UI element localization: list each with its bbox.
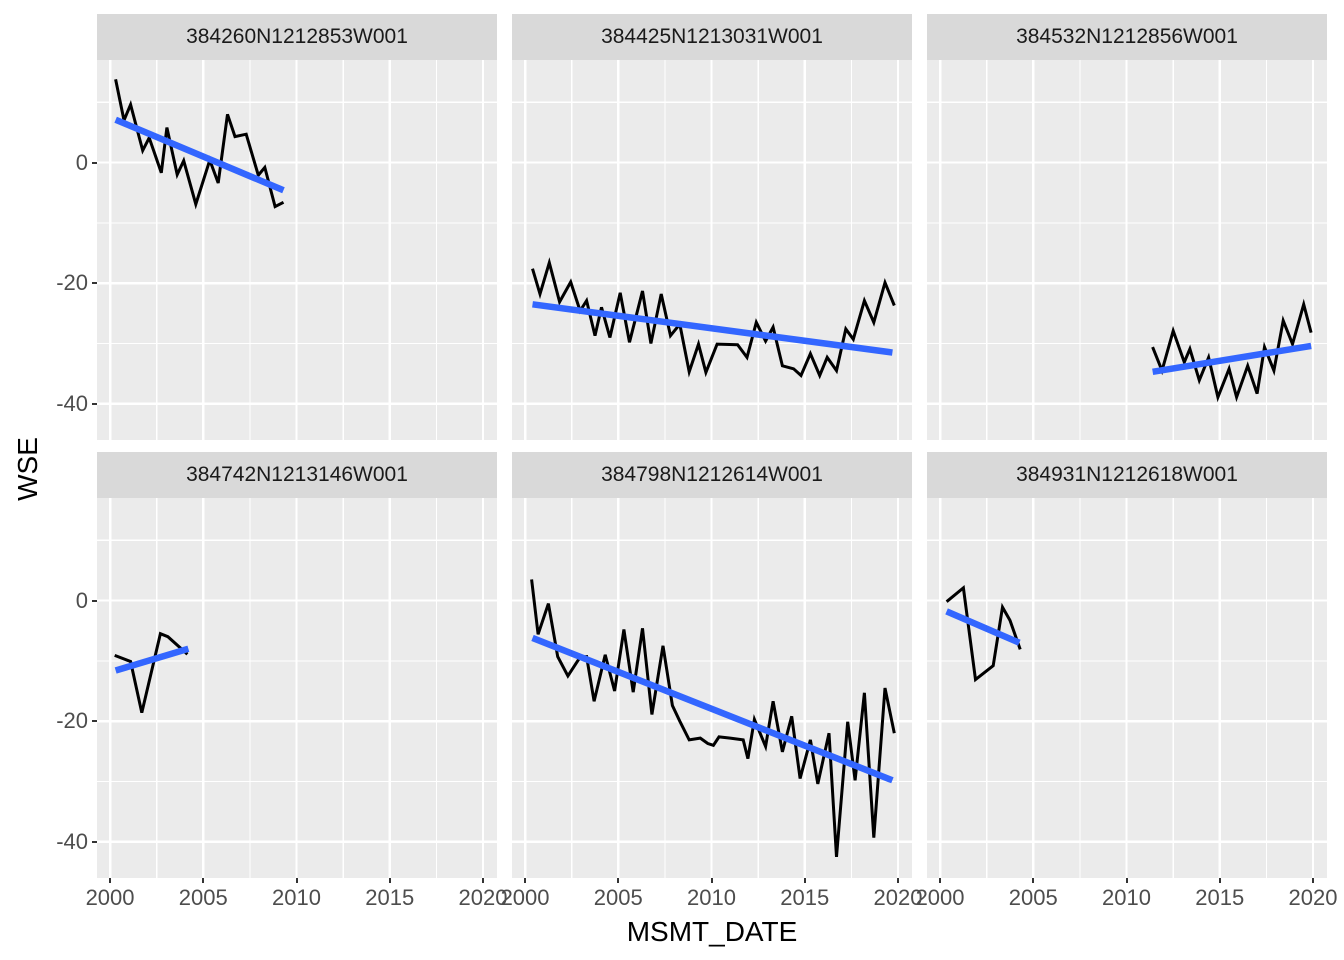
x-tick-label: 2020 bbox=[1288, 885, 1338, 910]
x-tick-label: 2010 bbox=[687, 885, 736, 910]
trend-line bbox=[114, 116, 285, 194]
y-tick-label: 0 bbox=[75, 587, 88, 613]
x-tick-mark bbox=[482, 878, 484, 883]
facet-strip: 384260N1212853W001 bbox=[97, 14, 497, 60]
x-tick-mark bbox=[897, 878, 899, 883]
x-tick-mark bbox=[939, 878, 942, 883]
x-tick-mark bbox=[202, 878, 205, 883]
x-tick-mark bbox=[1218, 878, 1221, 883]
x-tick-label: 2000 bbox=[85, 885, 135, 910]
y-tick-mark bbox=[92, 840, 97, 843]
facet-strip: 384742N1213146W001 bbox=[97, 452, 497, 498]
trend-line bbox=[945, 608, 1021, 646]
x-tick-mark bbox=[803, 878, 806, 883]
x-axis-title: MSMT_DATE bbox=[626, 916, 798, 947]
y-tick-mark bbox=[92, 720, 97, 723]
wse-series-line bbox=[1151, 298, 1313, 403]
facet-panel bbox=[512, 60, 912, 440]
x-tick-label: 2015 bbox=[780, 885, 830, 910]
x-tick-label: 2020 bbox=[458, 885, 508, 910]
y-tick-label: -40 bbox=[56, 828, 88, 854]
x-tick-label: 2005 bbox=[593, 885, 643, 910]
facet-panel bbox=[97, 60, 497, 440]
y-tick-label: -40 bbox=[56, 390, 88, 416]
y-tick-label: 0 bbox=[75, 149, 88, 175]
x-tick-mark bbox=[617, 878, 620, 883]
trend-line bbox=[114, 645, 190, 674]
x-tick-mark bbox=[295, 878, 298, 883]
y-tick-label: -20 bbox=[56, 708, 88, 734]
x-tick-mark bbox=[109, 878, 112, 883]
x-tick-mark bbox=[1125, 878, 1128, 883]
x-tick-label: 2010 bbox=[272, 885, 321, 910]
x-tick-label: 2005 bbox=[1008, 885, 1058, 910]
wse-series-line bbox=[114, 78, 285, 210]
facet-panel bbox=[927, 60, 1327, 440]
x-tick-mark bbox=[710, 878, 713, 883]
facet-panel bbox=[512, 498, 912, 878]
x-tick-mark bbox=[388, 878, 391, 883]
wse-series-line bbox=[945, 585, 1022, 683]
facet-strip: 384532N1212856W001 bbox=[927, 14, 1327, 60]
y-tick-mark bbox=[92, 599, 97, 602]
facet-panel bbox=[927, 498, 1327, 878]
facet-strip: 384425N1213031W001 bbox=[512, 14, 912, 60]
y-tick-mark bbox=[92, 161, 97, 164]
x-tick-label: 2000 bbox=[915, 885, 965, 910]
trend-line bbox=[531, 634, 894, 784]
y-tick-label: -20 bbox=[56, 270, 88, 296]
x-tick-label: 2000 bbox=[500, 885, 550, 910]
facet-strip: 384931N1212618W001 bbox=[927, 452, 1327, 498]
x-tick-mark bbox=[1032, 878, 1035, 883]
y-tick-mark bbox=[92, 402, 97, 405]
wse-series-line bbox=[114, 631, 189, 714]
x-tick-label: 2010 bbox=[1102, 885, 1151, 910]
trend-line bbox=[532, 301, 893, 356]
x-tick-label: 2005 bbox=[178, 885, 228, 910]
x-tick-label: 2020 bbox=[873, 885, 923, 910]
y-axis-title: WSE bbox=[12, 437, 43, 501]
trend-line bbox=[1152, 342, 1312, 376]
x-tick-mark bbox=[1312, 878, 1314, 883]
x-tick-mark bbox=[524, 878, 527, 883]
x-tick-label: 2015 bbox=[1195, 885, 1245, 910]
facet-strip: 384798N1212614W001 bbox=[512, 452, 912, 498]
y-tick-mark bbox=[92, 282, 97, 285]
facet-panel bbox=[97, 498, 497, 878]
x-tick-label: 2015 bbox=[365, 885, 415, 910]
wse-series-line bbox=[530, 579, 896, 858]
